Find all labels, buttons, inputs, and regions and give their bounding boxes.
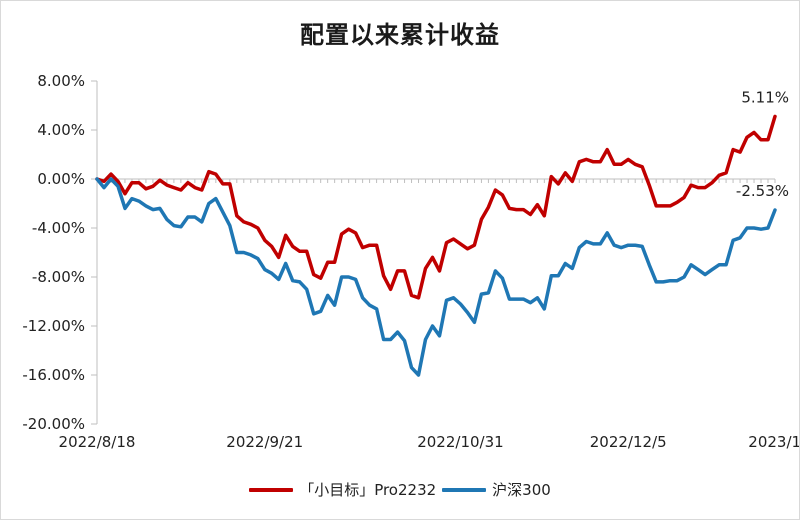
y-tick-label: -8.00% bbox=[32, 268, 85, 286]
y-tick-label: 4.00% bbox=[37, 121, 85, 139]
end-value-label-series-1: 5.11% bbox=[741, 88, 789, 106]
legend-swatch-series-2 bbox=[442, 487, 487, 492]
legend-label-series-2: 沪深300 bbox=[492, 481, 551, 499]
legend-label-series-1: 「小目标」Pro2232 bbox=[299, 481, 437, 499]
chart-title: 配置以来累计收益 bbox=[300, 21, 500, 49]
y-tick-label: -4.00% bbox=[32, 219, 85, 237]
y-tick-label: -12.00% bbox=[22, 317, 85, 335]
y-tick-label: 8.00% bbox=[37, 72, 85, 90]
series-layer bbox=[95, 114, 777, 377]
y-tick-label: -20.00% bbox=[22, 415, 85, 433]
x-tick-label: 2022/9/21 bbox=[226, 433, 303, 451]
series-line-1 bbox=[95, 114, 777, 300]
legend: 「小目标」Pro2232 沪深300 bbox=[1, 479, 799, 500]
x-tick-label: 2023/1/6 bbox=[748, 433, 799, 451]
legend-item-series-1[interactable]: 「小目标」Pro2232 bbox=[249, 479, 436, 500]
y-tick-label: -16.00% bbox=[22, 366, 85, 384]
axes: 8.00% 4.00% 0.00% -4.00% -8.00% -12.00% -16.00… bbox=[22, 72, 799, 451]
labels-layer: 5.11% -2.53% bbox=[736, 88, 789, 200]
x-tick-label: 2022/12/5 bbox=[590, 433, 667, 451]
legend-item-series-2[interactable]: 沪深300 bbox=[442, 479, 551, 500]
y-tick-label: 0.00% bbox=[37, 170, 85, 188]
legend-swatch-series-1 bbox=[249, 487, 294, 492]
series-line-2 bbox=[95, 177, 777, 377]
x-tick-label: 2022/8/18 bbox=[59, 433, 136, 451]
end-value-label-series-2: -2.53% bbox=[736, 182, 789, 200]
x-tick-label: 2022/10/31 bbox=[417, 433, 503, 451]
